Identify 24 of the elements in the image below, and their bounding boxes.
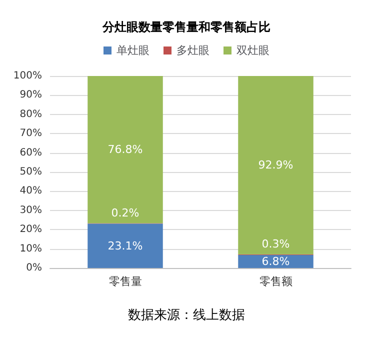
y-tick-label: 60% — [20, 147, 42, 158]
data-label: 76.8% — [108, 143, 143, 156]
y-tick-label: 70% — [20, 128, 42, 140]
legend-label: 双灶眼 — [236, 44, 270, 57]
y-tick-label: 40% — [20, 186, 42, 197]
source-note: 数据来源：线上数据 — [128, 308, 245, 323]
chart-title: 分灶眼数量零售量和零售额占比 — [102, 20, 270, 34]
data-label: 6.8% — [262, 254, 290, 268]
data-label: 0.2% — [111, 206, 140, 220]
x-tick-label: 零售额 — [259, 275, 292, 288]
legend-label: 单灶眼 — [116, 44, 150, 57]
y-tick-label: 0% — [26, 262, 42, 274]
data-label: 92.9% — [258, 158, 294, 172]
y-tick-label: 10% — [20, 243, 42, 254]
y-tick-label: 50% — [20, 166, 42, 178]
y-tick-label: 20% — [20, 224, 42, 236]
y-tick-label: 30% — [20, 204, 42, 216]
data-label: 23.1% — [108, 239, 143, 252]
data-label: 0.3% — [262, 237, 290, 250]
legend-label: 多灶眼 — [176, 44, 210, 57]
y-tick-label: 100% — [13, 70, 42, 82]
y-tick-label: 80% — [20, 108, 42, 120]
x-tick-label: 零售量 — [108, 275, 142, 288]
y-tick-label: 90% — [20, 90, 42, 101]
